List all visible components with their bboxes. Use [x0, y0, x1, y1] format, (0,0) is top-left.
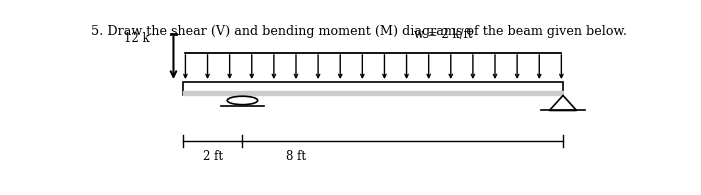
Circle shape	[227, 96, 258, 105]
Text: 5. Draw the shear (V) and bending moment (M) diagrams of the beam given below.: 5. Draw the shear (V) and bending moment…	[91, 25, 627, 38]
Text: w = 2 k/ft: w = 2 k/ft	[414, 28, 472, 41]
Text: 8 ft: 8 ft	[286, 150, 306, 162]
Text: 2 ft: 2 ft	[203, 150, 223, 162]
Text: 12 k: 12 k	[125, 32, 150, 45]
FancyBboxPatch shape	[183, 82, 563, 96]
